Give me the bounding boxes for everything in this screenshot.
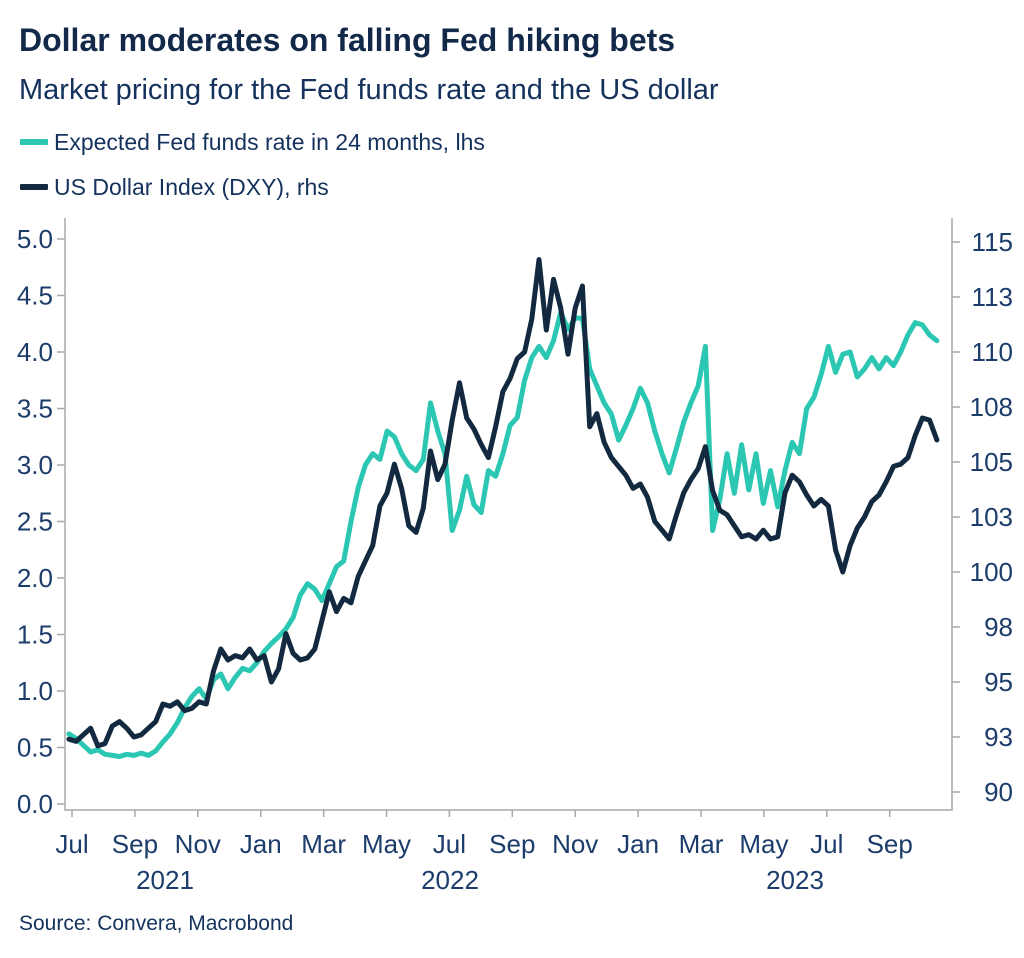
svg-text:Mar: Mar bbox=[301, 829, 346, 859]
svg-text:Jul: Jul bbox=[55, 829, 88, 859]
svg-text:0.0: 0.0 bbox=[17, 789, 53, 819]
svg-text:95: 95 bbox=[984, 667, 1013, 697]
svg-text:4.0: 4.0 bbox=[17, 337, 53, 367]
svg-text:5.0: 5.0 bbox=[17, 224, 53, 254]
svg-text:May: May bbox=[362, 829, 411, 859]
svg-text:90: 90 bbox=[984, 777, 1013, 807]
source-note: Source: Convera, Macrobond bbox=[19, 912, 294, 935]
svg-text:3.5: 3.5 bbox=[17, 394, 53, 424]
legend-label-dxy: US Dollar Index (DXY), rhs bbox=[54, 173, 329, 200]
svg-text:100: 100 bbox=[970, 557, 1013, 587]
svg-text:Nov: Nov bbox=[552, 829, 598, 859]
legend-item-fed-funds: Expected Fed funds rate in 24 months, lh… bbox=[20, 129, 485, 155]
dxy-line-swatch-icon bbox=[20, 184, 48, 190]
svg-text:Jul: Jul bbox=[810, 829, 843, 859]
svg-text:110: 110 bbox=[972, 337, 1013, 367]
svg-text:105: 105 bbox=[970, 447, 1013, 477]
fed-funds-line-swatch-icon bbox=[20, 139, 48, 145]
svg-text:113: 113 bbox=[972, 282, 1013, 312]
svg-text:93: 93 bbox=[984, 722, 1013, 752]
svg-text:1.5: 1.5 bbox=[17, 620, 53, 650]
svg-text:3.0: 3.0 bbox=[17, 450, 53, 480]
svg-text:Nov: Nov bbox=[175, 829, 221, 859]
page-subtitle: Market pricing for the Fed funds rate an… bbox=[19, 74, 719, 106]
svg-text:2.5: 2.5 bbox=[17, 507, 53, 537]
svg-text:Sep: Sep bbox=[489, 829, 535, 859]
svg-text:Jan: Jan bbox=[240, 829, 282, 859]
page-title: Dollar moderates on falling Fed hiking b… bbox=[19, 22, 676, 58]
legend: Expected Fed funds rate in 24 months, lh… bbox=[20, 129, 485, 219]
legend-item-dxy: US Dollar Index (DXY), rhs bbox=[20, 174, 485, 200]
svg-text:0.5: 0.5 bbox=[17, 733, 53, 763]
svg-text:Sep: Sep bbox=[112, 829, 158, 859]
svg-text:Sep: Sep bbox=[867, 829, 913, 859]
svg-text:2021: 2021 bbox=[136, 865, 194, 895]
svg-text:115: 115 bbox=[972, 227, 1013, 257]
svg-text:103: 103 bbox=[970, 502, 1013, 532]
svg-text:Jul: Jul bbox=[433, 829, 466, 859]
svg-text:2023: 2023 bbox=[766, 865, 824, 895]
svg-text:Jan: Jan bbox=[617, 829, 659, 859]
svg-text:Mar: Mar bbox=[679, 829, 724, 859]
svg-text:4.5: 4.5 bbox=[17, 281, 53, 311]
svg-text:2.0: 2.0 bbox=[17, 563, 53, 593]
svg-text:1.0: 1.0 bbox=[17, 676, 53, 706]
legend-label-fed-funds: Expected Fed funds rate in 24 months, lh… bbox=[54, 128, 485, 155]
svg-text:108: 108 bbox=[970, 392, 1013, 422]
svg-text:May: May bbox=[739, 829, 788, 859]
svg-text:98: 98 bbox=[984, 612, 1013, 642]
svg-text:2022: 2022 bbox=[421, 865, 479, 895]
